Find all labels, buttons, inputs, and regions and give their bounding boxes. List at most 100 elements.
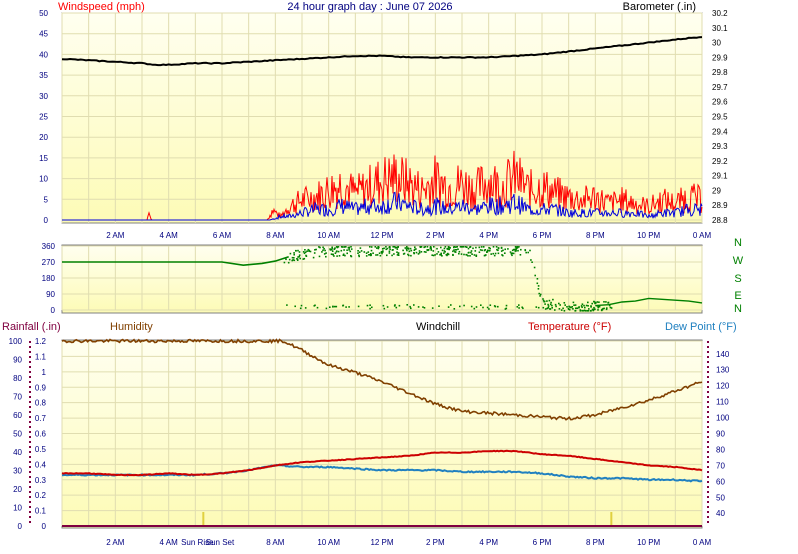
- temp-x-tick: 2 PM: [426, 538, 445, 547]
- direction-point: [544, 308, 547, 310]
- direction-point: [431, 254, 433, 256]
- chart-title: 24 hour graph day : June 07 2026: [287, 1, 452, 13]
- direction-point: [461, 246, 463, 248]
- direction-point: [605, 308, 608, 311]
- direction-point: [350, 246, 352, 248]
- direction-point: [383, 247, 385, 250]
- direction-point: [486, 251, 488, 253]
- direction-point: [473, 254, 476, 256]
- dewpoint-axis-title: Dew Point (°F): [665, 321, 737, 333]
- direction-point: [349, 250, 352, 253]
- direction-point: [314, 249, 316, 251]
- direction-point: [392, 249, 394, 251]
- temp-x-tick: 2 AM: [106, 538, 125, 547]
- direction-point: [447, 248, 449, 250]
- baro-y-tick: 28.8: [712, 216, 728, 225]
- direction-point: [504, 252, 506, 254]
- direction-point: [359, 247, 362, 249]
- direction-point: [297, 256, 299, 258]
- direction-point: [560, 309, 563, 311]
- direction-point: [489, 249, 491, 252]
- direction-point: [296, 258, 299, 261]
- rainfall-y-tick: 0: [42, 522, 47, 531]
- direction-point: [593, 300, 595, 303]
- direction-point: [452, 250, 454, 253]
- direction-point: [575, 307, 577, 310]
- direction-point: [489, 304, 492, 306]
- direction-point: [340, 249, 343, 252]
- direction-point: [549, 308, 551, 310]
- direction-point: [500, 250, 503, 252]
- direction-point: [470, 251, 472, 254]
- direction-point: [434, 254, 436, 256]
- direction-point: [357, 250, 359, 252]
- direction-y-tick: 0: [51, 306, 56, 315]
- direction-point: [347, 246, 350, 249]
- direction-point: [480, 246, 483, 248]
- temperature-y-tick: 100: [716, 414, 730, 423]
- direction-point: [406, 249, 408, 252]
- direction-point: [397, 252, 400, 255]
- direction-point: [478, 246, 481, 249]
- direction-point: [515, 247, 517, 249]
- direction-point: [393, 253, 395, 255]
- wind-x-tick: 4 PM: [479, 231, 498, 240]
- direction-point: [415, 248, 417, 250]
- direction-point: [380, 251, 383, 254]
- humidity-y-tick: 90: [13, 356, 22, 365]
- direction-point: [322, 246, 324, 249]
- direction-point: [304, 307, 307, 309]
- wind-x-tick: 8 AM: [266, 231, 285, 240]
- direction-point: [587, 310, 590, 312]
- direction-point: [511, 249, 514, 252]
- direction-point: [418, 250, 421, 252]
- wind-x-tick: 0 AM: [693, 231, 712, 240]
- direction-point: [337, 250, 340, 253]
- direction-point: [440, 246, 442, 249]
- direction-point: [342, 253, 345, 256]
- rainfall-y-tick: 0.8: [35, 399, 47, 408]
- direction-line: [62, 255, 289, 267]
- temp-x-tick: 8 AM: [266, 538, 285, 547]
- direction-point: [293, 252, 295, 254]
- direction-point: [418, 252, 421, 254]
- left-axis-title: Windspeed (mph): [58, 1, 145, 13]
- direction-point: [406, 247, 408, 249]
- temp-x-tick: Sun Rise: [181, 538, 214, 547]
- humidity-y-tick: 100: [9, 337, 23, 346]
- direction-point: [563, 302, 566, 304]
- direction-point: [381, 251, 384, 253]
- compass-label: N: [734, 303, 742, 315]
- grid-lines: [29, 12, 709, 527]
- direction-point: [542, 299, 545, 302]
- direction-point: [546, 300, 548, 302]
- direction-point: [568, 308, 571, 311]
- direction-point: [512, 252, 515, 255]
- direction-point: [566, 306, 568, 308]
- direction-point: [358, 251, 361, 253]
- direction-point: [502, 254, 504, 257]
- direction-point: [392, 246, 394, 248]
- direction-point: [542, 306, 545, 309]
- wind-x-tick: 8 PM: [586, 231, 605, 240]
- direction-point: [350, 248, 353, 250]
- rainfall-y-tick: 0.1: [35, 507, 47, 516]
- direction-point: [584, 306, 586, 309]
- direction-point: [315, 248, 317, 251]
- direction-point: [345, 306, 347, 308]
- baro-y-tick: 29.2: [712, 157, 728, 166]
- direction-point: [453, 308, 456, 310]
- temp-x-tick: 4 AM: [160, 538, 179, 547]
- direction-point: [610, 307, 613, 309]
- direction-point: [365, 255, 368, 257]
- direction-point: [331, 246, 333, 249]
- baro-y-tick: 29.8: [712, 68, 728, 77]
- direction-point: [372, 252, 374, 254]
- direction-point: [365, 252, 368, 254]
- direction-point: [424, 246, 426, 248]
- direction-point: [443, 247, 446, 250]
- direction-point: [469, 246, 472, 248]
- direction-point: [388, 250, 391, 253]
- rainfall-y-tick: 0.4: [35, 460, 47, 469]
